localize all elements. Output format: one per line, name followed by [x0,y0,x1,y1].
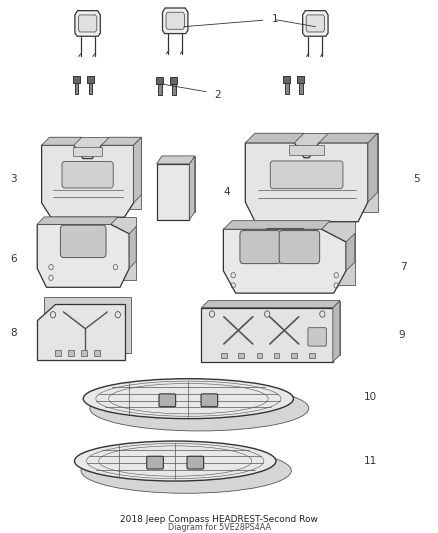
Polygon shape [81,350,87,356]
Polygon shape [208,301,340,355]
Polygon shape [156,77,163,84]
Polygon shape [94,350,100,356]
Polygon shape [319,133,378,143]
Polygon shape [245,133,304,143]
Polygon shape [223,229,346,293]
Text: Diagram for 5VE28PS4AA: Diagram for 5VE28PS4AA [167,523,271,532]
FancyBboxPatch shape [60,225,106,257]
Polygon shape [232,221,355,285]
Text: 11: 11 [364,456,377,466]
Polygon shape [299,83,303,94]
Text: 9: 9 [399,330,405,340]
Polygon shape [37,224,129,287]
FancyBboxPatch shape [159,394,176,407]
Text: 4: 4 [223,187,230,197]
Polygon shape [55,350,61,356]
Polygon shape [73,147,102,156]
Polygon shape [238,353,244,358]
Polygon shape [223,221,330,229]
Ellipse shape [74,441,276,481]
Text: 1: 1 [272,14,278,23]
Polygon shape [158,84,162,95]
Polygon shape [172,84,176,95]
Polygon shape [102,137,141,145]
Polygon shape [44,217,136,280]
Polygon shape [75,83,78,94]
Text: 2018 Jeep Compass HEADREST-Second Row: 2018 Jeep Compass HEADREST-Second Row [120,515,318,524]
Polygon shape [333,301,340,362]
Polygon shape [201,301,340,308]
Polygon shape [346,233,355,271]
Polygon shape [303,11,328,36]
FancyBboxPatch shape [279,231,320,264]
FancyBboxPatch shape [201,394,218,407]
Polygon shape [170,77,177,84]
Polygon shape [245,143,368,222]
FancyBboxPatch shape [240,231,280,264]
FancyBboxPatch shape [270,161,343,189]
Polygon shape [37,304,125,359]
Polygon shape [49,137,141,209]
Polygon shape [306,15,325,32]
Polygon shape [297,76,304,83]
Polygon shape [285,83,289,94]
Polygon shape [157,164,189,220]
Polygon shape [75,11,100,36]
FancyBboxPatch shape [147,456,163,469]
Polygon shape [78,15,97,32]
Polygon shape [87,76,94,83]
Polygon shape [68,350,74,356]
Polygon shape [221,353,227,358]
FancyBboxPatch shape [62,161,113,188]
Polygon shape [37,217,118,224]
Text: 5: 5 [413,174,420,183]
Ellipse shape [83,378,293,419]
Polygon shape [73,76,80,83]
Polygon shape [189,156,194,220]
Polygon shape [162,156,194,212]
Polygon shape [157,156,194,164]
Ellipse shape [90,386,309,431]
Polygon shape [166,12,184,29]
Polygon shape [283,76,290,83]
FancyBboxPatch shape [308,328,326,346]
Ellipse shape [81,448,291,494]
Polygon shape [42,137,81,145]
Polygon shape [291,353,297,358]
Polygon shape [44,296,131,353]
Polygon shape [257,353,262,358]
Polygon shape [274,353,279,358]
Polygon shape [134,137,141,203]
Text: 8: 8 [10,328,17,338]
Polygon shape [162,8,188,34]
Text: 7: 7 [399,262,406,271]
Text: 10: 10 [364,392,377,402]
Polygon shape [89,83,92,94]
Polygon shape [290,145,324,155]
Polygon shape [201,308,333,362]
Polygon shape [129,227,136,269]
Polygon shape [368,133,378,202]
Polygon shape [42,145,134,217]
FancyBboxPatch shape [187,456,204,469]
Polygon shape [309,353,315,358]
Text: 2: 2 [215,90,221,100]
Text: 3: 3 [10,174,17,183]
Polygon shape [255,133,378,212]
Text: 6: 6 [10,254,17,263]
